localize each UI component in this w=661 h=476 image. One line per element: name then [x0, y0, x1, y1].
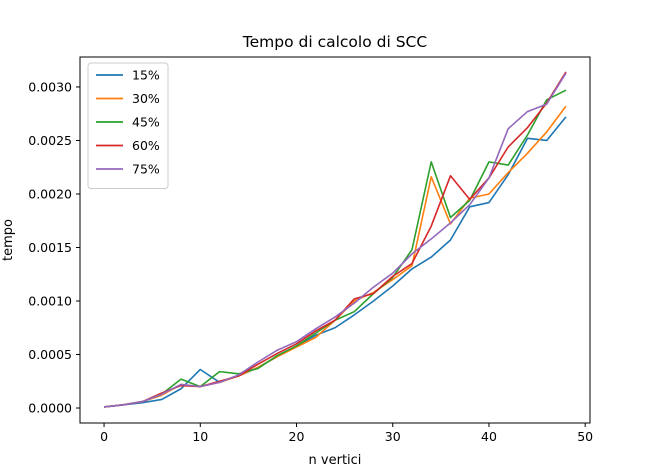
legend: 15% 30% 45% 60% 75%	[87, 62, 169, 189]
x-axis: 0 10 20 30 40 50	[100, 423, 593, 444]
y-tick-label: 0.0005	[28, 347, 72, 362]
y-tick-label: 0.0015	[28, 240, 72, 255]
x-axis-label: n vertici	[309, 453, 362, 468]
y-axis: 0.0000 0.0005 0.0010 0.0015 0.0020 0.0025 0.00…	[28, 79, 80, 416]
y-tick-label: 0.0000	[28, 401, 72, 416]
x-tick-label: 40	[481, 429, 497, 444]
legend-label-4: 75%	[132, 162, 160, 177]
legend-label-3: 60%	[132, 138, 160, 153]
series-line-4	[103, 72, 567, 408]
x-tick-label: 20	[289, 429, 305, 444]
series-line-0	[103, 116, 567, 408]
y-tick-label: 0.0020	[28, 186, 72, 201]
y-tick-label: 0.0010	[28, 294, 72, 309]
legend-label-2: 45%	[132, 115, 160, 130]
x-tick-label: 0	[100, 429, 108, 444]
y-tick-label: 0.0025	[28, 133, 72, 148]
legend-label-1: 30%	[132, 91, 160, 106]
series-layer	[103, 71, 567, 408]
y-tick-label: 0.0030	[28, 79, 72, 94]
plot-frame	[79, 56, 591, 424]
x-tick-label: 50	[577, 429, 593, 444]
y-axis-label: tempo	[1, 219, 16, 261]
legend-box	[87, 62, 169, 189]
x-tick-label: 10	[192, 429, 208, 444]
chart-title: Tempo di calcolo di SCC	[242, 33, 427, 51]
x-tick-label: 30	[385, 429, 401, 444]
legend-label-0: 15%	[132, 68, 160, 83]
